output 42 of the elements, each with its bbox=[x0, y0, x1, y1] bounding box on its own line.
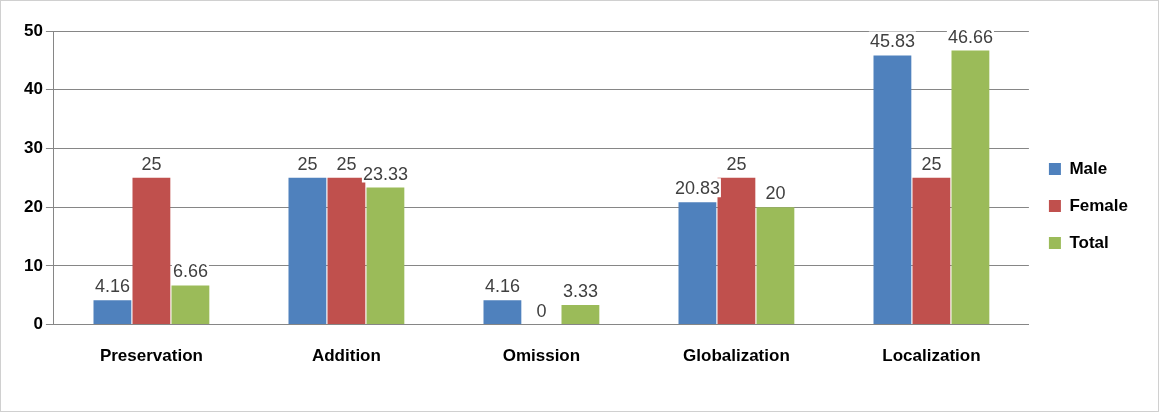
legend-label: Male bbox=[1069, 158, 1108, 178]
y-tick-label: 20 bbox=[23, 196, 43, 216]
y-tick-label: 30 bbox=[23, 138, 43, 158]
bar bbox=[171, 285, 210, 325]
bar bbox=[93, 300, 132, 325]
y-tick-label: 10 bbox=[23, 255, 43, 275]
bar bbox=[483, 300, 522, 325]
x-tick-label: Addition bbox=[311, 346, 381, 366]
data-label: 20.83 bbox=[674, 178, 720, 199]
data-label: 4.16 bbox=[484, 276, 520, 297]
y-tick-label: 40 bbox=[23, 79, 43, 99]
bar bbox=[366, 187, 405, 325]
bar bbox=[951, 50, 990, 325]
y-tick-label: 0 bbox=[33, 314, 43, 334]
data-label: 25 bbox=[921, 153, 942, 174]
bar bbox=[756, 207, 795, 325]
bar bbox=[561, 305, 600, 325]
data-label: 3.33 bbox=[562, 281, 598, 302]
data-label: 25 bbox=[141, 153, 162, 174]
data-label: 46.66 bbox=[947, 26, 993, 47]
x-tick-label: Localization bbox=[882, 346, 981, 366]
data-label: 25 bbox=[297, 153, 318, 174]
data-label: 4.16 bbox=[94, 276, 130, 297]
bar bbox=[678, 202, 717, 325]
bar bbox=[873, 55, 912, 325]
data-label: 0 bbox=[536, 300, 547, 321]
data-label: 23.33 bbox=[362, 163, 408, 184]
bar bbox=[912, 177, 951, 325]
data-label: 25 bbox=[336, 153, 357, 174]
bar bbox=[132, 177, 171, 325]
x-tick-label: Globalization bbox=[683, 346, 790, 366]
data-label: 6.66 bbox=[172, 261, 208, 282]
bar bbox=[288, 177, 327, 325]
data-label: 20 bbox=[765, 183, 786, 204]
data-label: 25 bbox=[726, 153, 747, 174]
legend-label: Total bbox=[1069, 232, 1109, 252]
x-tick-label: Preservation bbox=[99, 346, 203, 366]
data-label: 45.83 bbox=[869, 31, 915, 52]
bar bbox=[327, 177, 366, 325]
x-tick-label: Omission bbox=[502, 346, 581, 366]
legend-label: Female bbox=[1069, 195, 1129, 215]
y-tick-label: 50 bbox=[23, 20, 43, 40]
